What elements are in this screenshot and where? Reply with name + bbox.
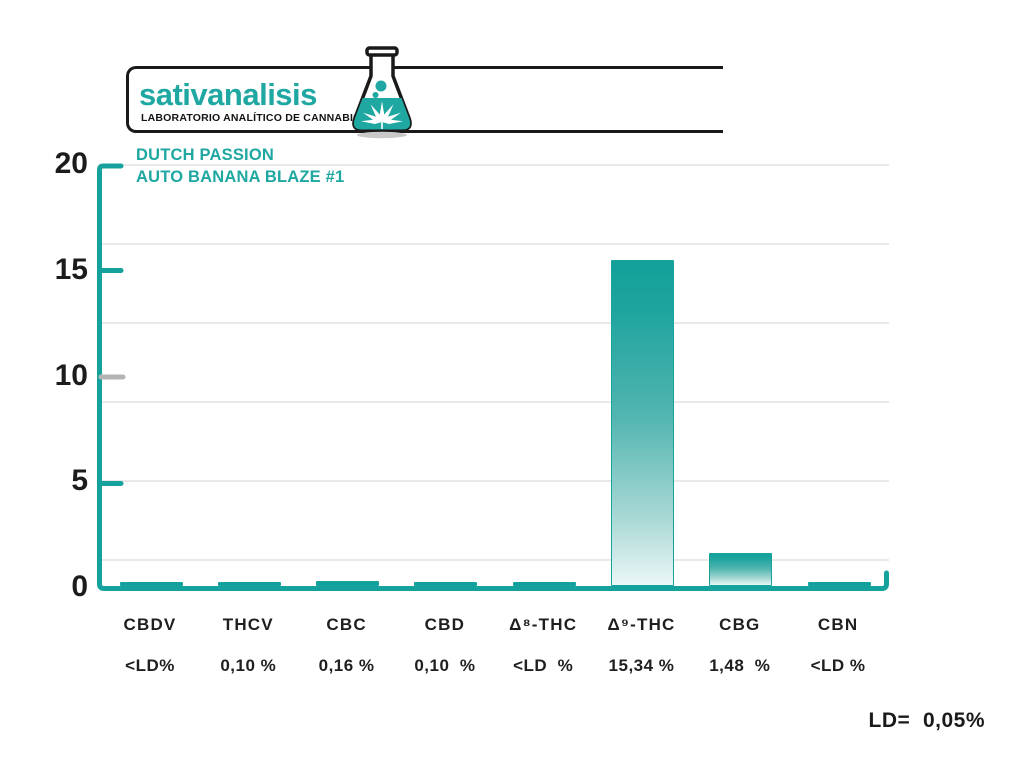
detection-limit-note: LD= 0,05%: [868, 709, 985, 732]
bar-CBN: [807, 582, 871, 586]
y-tick-label-10: 10: [54, 358, 88, 392]
value-label-CBC: 0,16 %: [318, 656, 375, 675]
bar-CBG: [709, 552, 773, 586]
bubble-icon: [372, 92, 379, 98]
category-label-CBC: CBC: [326, 615, 367, 634]
bar-Δ⁹-THC: [611, 259, 674, 586]
category-label-CBG: CBG: [719, 615, 761, 634]
value-label-CBG: 1,48 %: [709, 656, 771, 675]
value-label-Δ⁹-THC: 15,34 %: [608, 656, 675, 675]
y-tick-label-5: 5: [71, 464, 88, 498]
category-label-CBDV: CBDV: [123, 615, 177, 634]
bar-Δ⁸-THC: [512, 582, 576, 586]
bar-CBC: [316, 580, 380, 586]
bar-THCV: [217, 581, 281, 586]
value-label-THCV: 0,10 %: [220, 656, 277, 675]
category-label-THCV: THCV: [222, 615, 274, 634]
chart-subtitle: AUTO BANANA BLAZE #1: [136, 168, 345, 186]
value-label-CBN: <LD %: [810, 656, 866, 675]
chart-title-block: DUTCH PASSION AUTO BANANA BLAZE #1: [136, 144, 344, 188]
bar-CBDV: [119, 582, 183, 586]
brand-tagline: LABORATORIO ANALÍTICO DE CANNABIS: [141, 112, 361, 124]
value-label-CBD: 0,10 %: [414, 656, 476, 675]
category-label-Δ⁹-THC: Δ⁹-THC: [607, 615, 676, 634]
bubble-icon: [375, 80, 387, 92]
value-label-Δ⁸-THC: <LD %: [513, 656, 574, 675]
category-label-CBN: CBN: [817, 615, 859, 634]
flask-icon: [352, 46, 412, 139]
y-tick-label-0: 0: [71, 570, 88, 603]
category-label-CBD: CBD: [424, 615, 466, 634]
y-tick-label-20: 20: [54, 147, 88, 180]
value-label-CBDV: <LD%: [125, 656, 175, 675]
cannabis-leaf-icon: [360, 101, 404, 129]
logo-frame: [126, 66, 723, 133]
chart-title: DUTCH PASSION: [136, 146, 274, 164]
bar-CBD: [414, 581, 478, 586]
category-label-Δ⁸-THC: Δ⁸-THC: [509, 615, 578, 634]
y-tick-label-15: 15: [54, 252, 88, 286]
brand-wordmark: sativanalisis: [139, 77, 317, 112]
